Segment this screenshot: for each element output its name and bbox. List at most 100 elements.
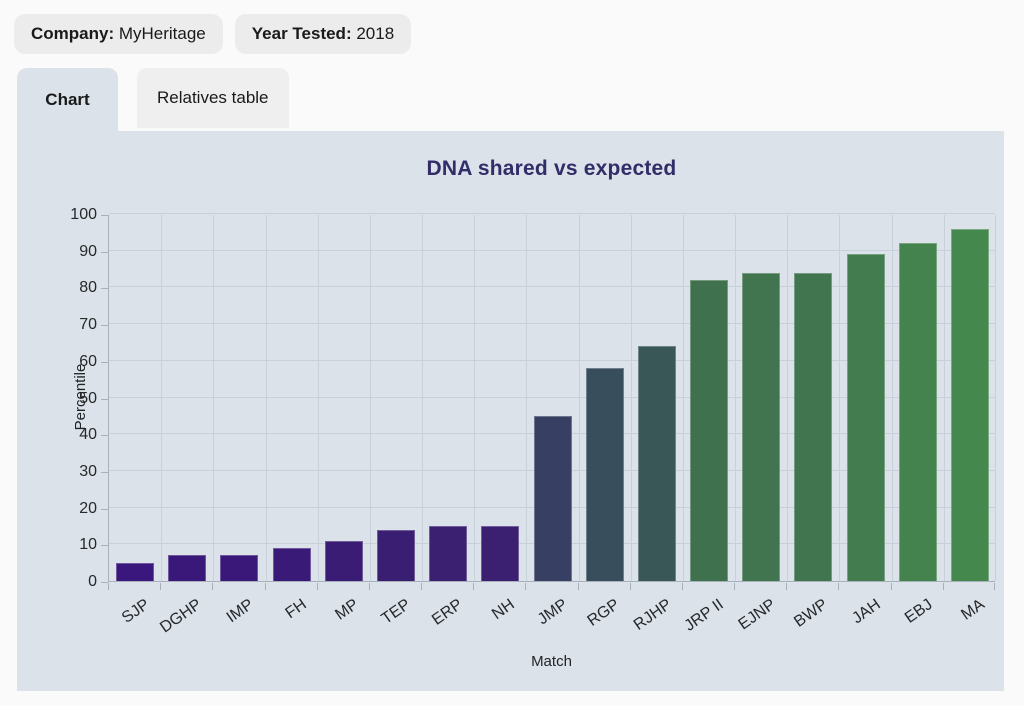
gridline-v-15 [892,215,893,581]
tab-chart[interactable]: Chart [17,68,118,131]
y-tick-0 [101,582,108,583]
x-category-label-TEP: TEP [378,596,414,628]
x-category-label-JAH: JAH [848,596,884,628]
x-category-label-IMP: IMP [224,596,258,627]
x-tick-9 [578,583,579,590]
y-tick-10 [101,545,108,547]
bar-RJHP[interactable] [637,346,676,581]
gridline-h-80 [109,286,995,288]
x-category-label-MP: MP [332,596,362,624]
x-category-label-RJHP: RJHP [630,596,675,634]
x-tick-16 [943,583,944,590]
y-tick-label-0: 0 [88,573,97,590]
bar-NH[interactable] [481,525,520,581]
gridline-v-13 [787,215,788,581]
y-tick-50 [101,398,108,400]
gridline-v-8 [526,215,527,581]
bar-TEP[interactable] [376,529,415,581]
gridline-v-1 [161,215,162,581]
y-tick-40 [101,435,108,437]
gridline-v-16 [944,215,945,581]
y-tick-label-90: 90 [79,242,97,260]
y-tick-label-50: 50 [79,389,97,407]
x-tick-14 [838,583,839,590]
bar-IMP[interactable] [220,555,259,581]
x-category-label-JRP II: JRP II [681,596,727,635]
bar-JMP[interactable] [533,415,572,581]
y-tick-30 [101,471,108,473]
x-category-label-JMP: JMP [534,596,571,629]
gridline-v-17 [995,215,996,581]
filter-pills: Company: MyHeritage Year Tested: 2018 [14,14,412,54]
x-tick-10 [630,583,631,590]
bar-SJP[interactable] [116,562,155,581]
y-tick-label-30: 30 [79,462,97,480]
y-tick-label-40: 40 [79,426,97,444]
x-category-label-MA: MA [958,596,988,624]
gridline-v-7 [474,215,475,581]
bar-JAH[interactable] [846,254,885,581]
tab-relatives-table[interactable]: Relatives table [137,68,289,128]
gridline-h-70 [109,323,995,325]
x-category-label-RGP: RGP [584,596,623,630]
bar-EBJ[interactable] [898,243,937,581]
company-pill: Company: MyHeritage [14,14,223,54]
y-tick-20 [101,508,108,510]
x-category-label-EBJ: EBJ [901,596,936,627]
company-pill-label: Company: [31,24,115,43]
x-tick-1 [160,583,161,590]
bar-DGHP[interactable] [168,555,207,581]
bar-ERP[interactable] [429,525,468,581]
x-category-label-SJP: SJP [119,596,153,627]
x-category-label-DGHP: DGHP [157,596,206,637]
x-tick-13 [786,583,787,590]
y-tick-80 [101,288,108,290]
gridline-v-10 [631,215,632,581]
y-tick-label-10: 10 [79,536,97,554]
year-tested-pill-label: Year Tested: [251,24,352,43]
y-tick-90 [101,251,108,253]
tab-bar: Chart Relatives table [17,68,289,131]
gridline-h-60 [109,359,995,361]
x-tick-3 [265,583,266,590]
x-tick-7 [473,583,474,590]
gridline-v-11 [683,215,684,581]
bar-JRP II[interactable] [690,280,729,581]
x-tick-2 [212,583,213,590]
bar-BWP[interactable] [794,272,833,581]
x-tick-12 [734,583,735,590]
plot-area [108,213,996,582]
y-tick-label-80: 80 [79,279,97,297]
bar-MP[interactable] [324,540,363,581]
bar-FH[interactable] [272,547,311,581]
bar-MA[interactable] [950,228,989,581]
y-tick-100 [101,215,108,216]
gridline-v-2 [213,215,214,581]
year-tested-pill-value: 2018 [351,24,395,43]
gridline-h-50 [109,396,995,398]
x-category-label-ERP: ERP [429,596,466,629]
gridline-v-3 [266,215,267,581]
x-category-label-BWP: BWP [791,596,832,631]
year-tested-pill: Year Tested: 2018 [234,14,412,54]
x-tick-5 [369,583,370,590]
gridline-h-90 [109,249,995,251]
x-category-label-NH: NH [489,596,519,624]
company-pill-value: MyHeritage [114,24,206,43]
gridline-h-100 [109,213,995,214]
bar-EJNP[interactable] [742,272,781,581]
bar-RGP[interactable] [585,368,624,581]
chart-title: DNA shared vs expected [426,157,677,180]
y-tick-60 [101,361,108,363]
y-tick-label-60: 60 [79,352,97,370]
gridline-v-12 [735,215,736,581]
gridline-v-6 [422,215,423,581]
gridline-v-4 [318,215,319,581]
y-tick-label-100: 100 [70,206,97,223]
x-tick-0 [108,583,109,590]
x-tick-8 [525,583,526,590]
x-tick-6 [421,583,422,590]
gridline-v-14 [839,215,840,581]
x-tick-11 [682,583,683,590]
x-tick-15 [891,583,892,590]
